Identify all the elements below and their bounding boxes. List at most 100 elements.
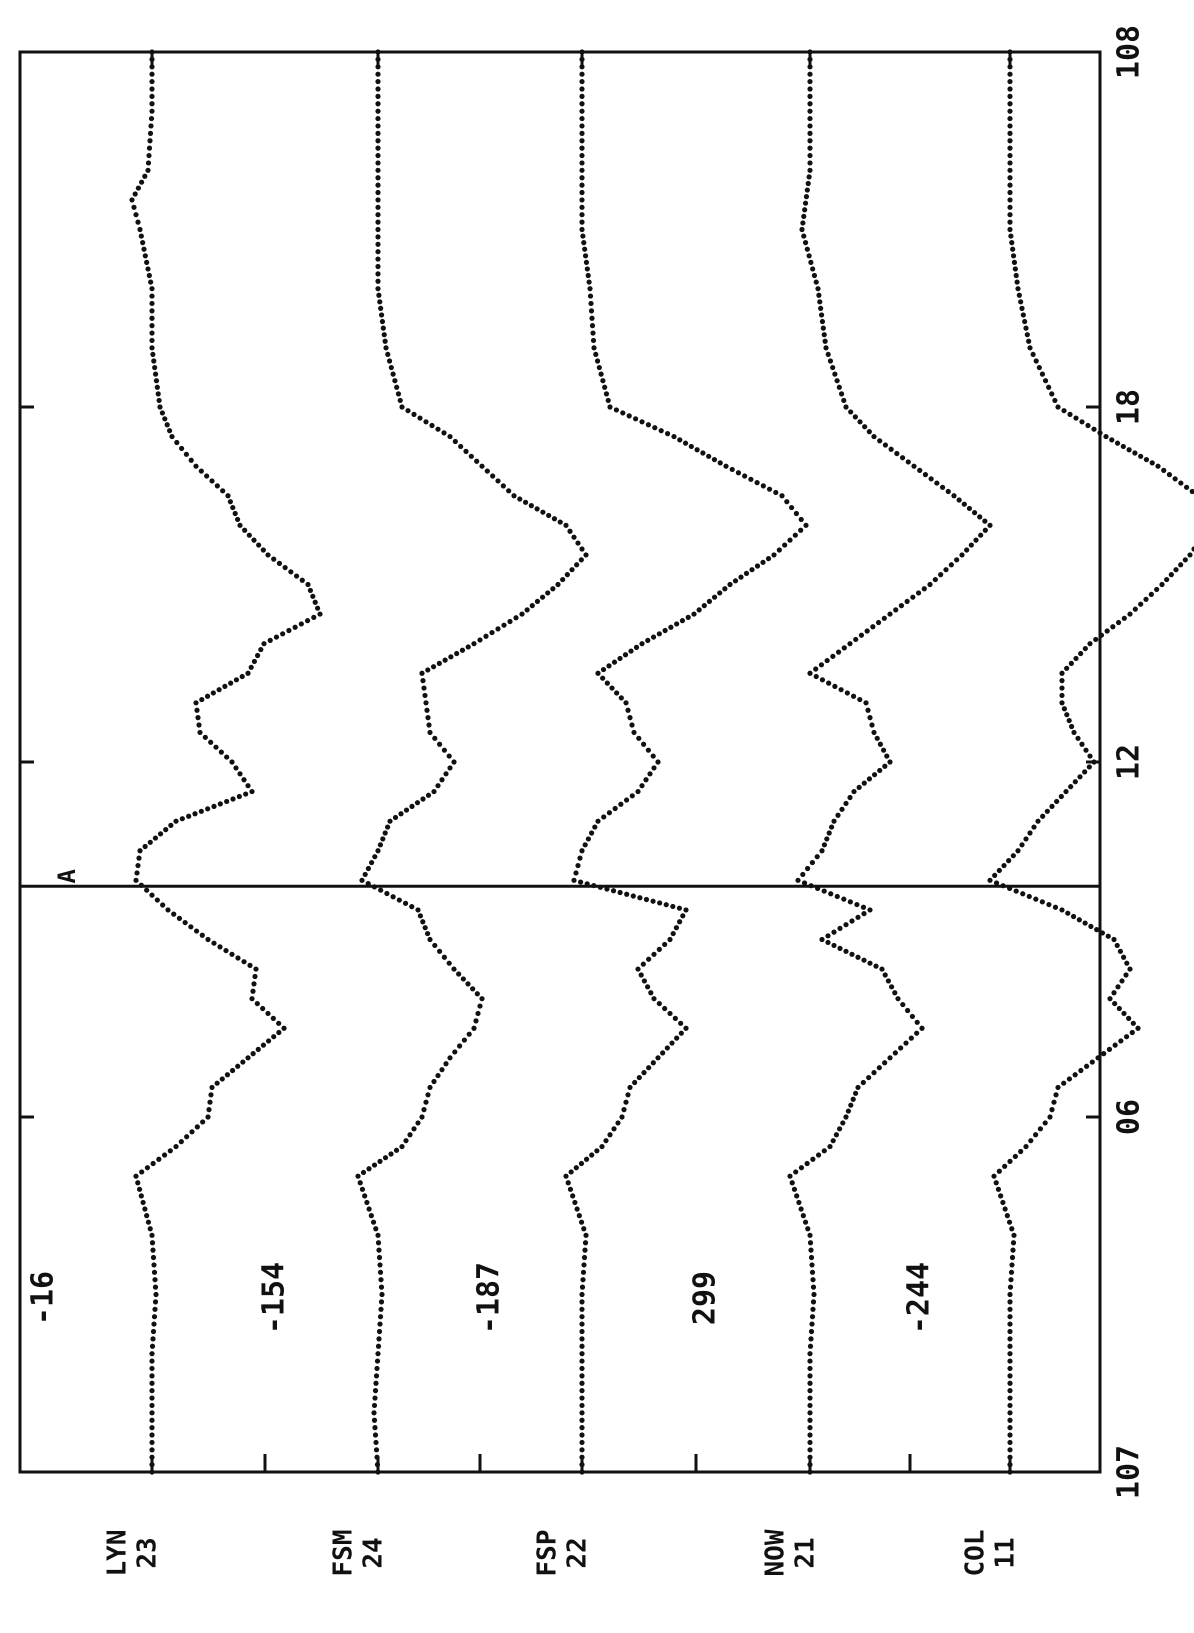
data-point-fsp (639, 641, 645, 647)
data-point-lyn (305, 581, 311, 588)
data-point-fsp (598, 371, 604, 377)
data-point-fsp (637, 895, 643, 901)
data-point-col (1007, 1425, 1013, 1431)
data-point-lyn (249, 788, 255, 795)
data-point-lyn (202, 734, 208, 740)
data-point-lyn (149, 1388, 155, 1394)
data-point-lyn (282, 564, 288, 571)
data-point-now (914, 1019, 920, 1025)
time-tick-label: 06 (1112, 1099, 1147, 1135)
data-point-fsm (540, 509, 546, 515)
data-point-lyn (220, 488, 226, 494)
data-point-now (847, 794, 853, 801)
data-point-fsm (409, 803, 415, 809)
data-point-fsm (364, 1199, 370, 1206)
data-point-fsp (626, 413, 632, 419)
data-point-lyn (165, 907, 171, 913)
data-point-lyn (273, 634, 280, 640)
data-point-fsp (568, 1169, 574, 1175)
data-point-fsm (571, 534, 577, 540)
data-point-lyn (229, 759, 235, 765)
data-point-col (1007, 1314, 1013, 1320)
data-point-fsm (578, 557, 584, 563)
data-point-now (894, 450, 900, 457)
data-point-fsp (765, 556, 772, 562)
data-point-col (1002, 1206, 1008, 1212)
data-point-fsm (382, 830, 388, 836)
data-point-lyn (151, 358, 157, 364)
data-point-fsm (529, 603, 535, 609)
data-point-fsm (471, 641, 477, 647)
data-point-lyn (173, 818, 179, 824)
data-point-fsm (375, 234, 381, 240)
data-point-fsp (597, 884, 603, 890)
data-point-fsp (641, 978, 648, 984)
data-point-now (885, 978, 892, 984)
data-point-fsp (639, 783, 645, 789)
data-point-fsp (579, 1373, 585, 1379)
data-point-fsp (676, 905, 683, 911)
data-point-fsp (603, 1138, 609, 1144)
data-point-col (1007, 1291, 1013, 1298)
data-point-now (821, 332, 827, 338)
data-point-now (817, 299, 823, 305)
data-point-lyn (312, 599, 318, 605)
data-point-now (882, 972, 888, 978)
data-point-lyn (194, 1124, 200, 1130)
data-point-fsm (448, 654, 454, 660)
data-point-fsp (590, 330, 596, 336)
data-point-lyn (167, 1148, 173, 1154)
data-point-fsp (671, 433, 677, 440)
station-offset-now: 299 (688, 1271, 723, 1325)
data-point-lyn (162, 416, 168, 422)
data-point-lyn (142, 843, 148, 850)
data-point-fsm (403, 807, 410, 813)
data-point-lyn (149, 286, 155, 292)
data-point-lyn (149, 101, 155, 107)
data-point-now (789, 1180, 795, 1186)
data-point-lyn (135, 219, 141, 225)
data-point-fsm (388, 364, 394, 371)
data-point-fsp (611, 1126, 617, 1132)
data-point-now (787, 1173, 793, 1179)
data-point-fsm (371, 1402, 378, 1409)
data-point-lyn (280, 631, 286, 637)
data-point-fsm (457, 1043, 463, 1049)
data-point-fsp (581, 1262, 587, 1268)
data-point-fsp (789, 504, 795, 511)
data-point-fsm (560, 576, 566, 583)
data-point-lyn (315, 605, 321, 611)
data-point-lyn (152, 1277, 158, 1283)
data-point-lyn (198, 468, 204, 474)
data-point-now (831, 942, 837, 949)
data-point-col (1007, 1306, 1013, 1312)
data-point-now (917, 467, 923, 473)
data-point-col (1115, 984, 1121, 990)
data-point-now (827, 1143, 833, 1150)
data-point-now (807, 1380, 813, 1386)
data-point-col (1020, 312, 1026, 318)
data-point-now (858, 632, 865, 638)
data-point-fsp (729, 466, 735, 473)
data-point-col (992, 872, 998, 879)
data-point-now (832, 683, 838, 689)
data-point-now (964, 547, 970, 553)
data-point-col (1078, 650, 1084, 657)
data-point-now (887, 1055, 893, 1061)
data-point-fsp (667, 1010, 673, 1017)
data-point-lyn (145, 266, 151, 272)
data-point-fsm (375, 64, 381, 70)
data-point-lyn (161, 1152, 168, 1158)
data-point-lyn (148, 279, 154, 285)
data-point-col (1082, 645, 1088, 652)
data-point-fsp (754, 563, 761, 569)
data-point-fsp (565, 1180, 571, 1186)
data-point-fsm (380, 836, 386, 842)
data-point-lyn (147, 138, 153, 144)
data-point-lyn (240, 1059, 246, 1065)
data-point-col (1138, 601, 1144, 607)
data-point-fsm (373, 1373, 380, 1379)
data-point-lyn (149, 108, 155, 114)
data-point-fsp (748, 476, 754, 482)
data-point-fsm (524, 607, 530, 613)
